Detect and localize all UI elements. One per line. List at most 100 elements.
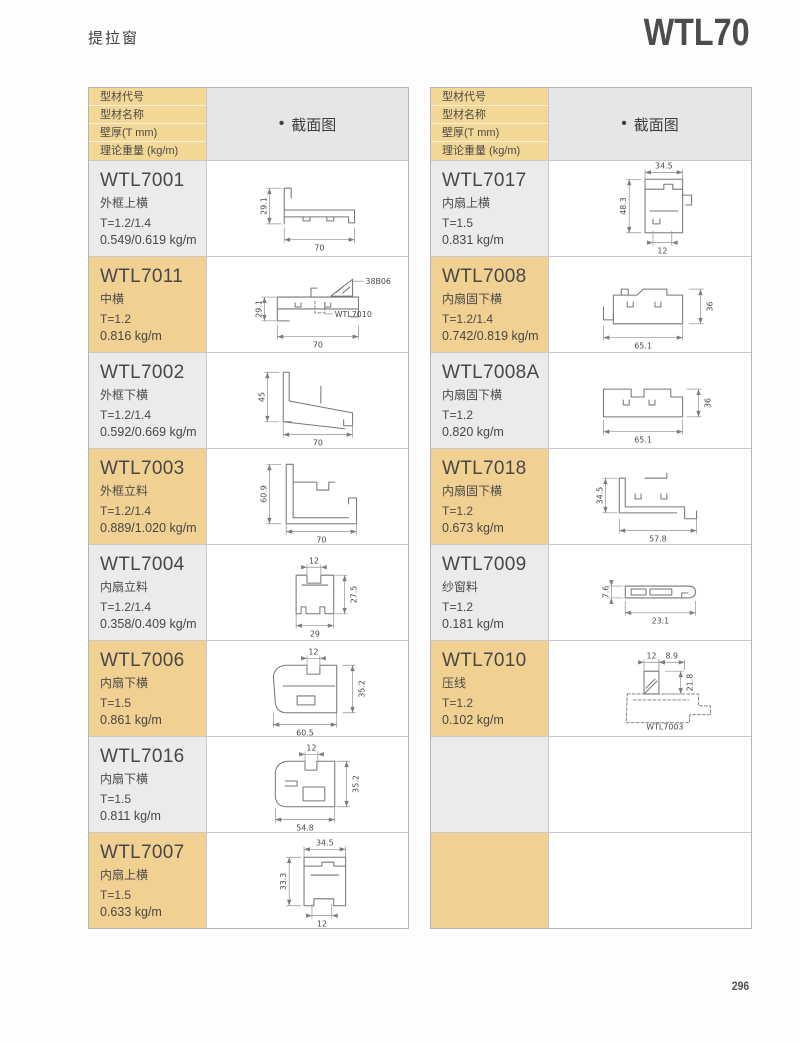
cross-section-wtl7006: 12 35.2 60.5 <box>272 647 366 738</box>
profile-info: WTL7007 内扇上横 T=1.5 0.633 kg/m <box>89 833 206 928</box>
profile-row-wtl7016: WTL7016 内扇下横 T=1.5 0.811 kg/m 12 35.2 54.8 <box>89 736 408 833</box>
profile-info: WTL7006 内扇下横 T=1.5 0.861 kg/m <box>89 641 206 736</box>
cross-section-cell: 12 35.2 54.8 <box>206 737 408 833</box>
cross-section-wtl7018: 34.5 57.8 <box>595 472 698 544</box>
dim-label: 70 <box>312 439 322 448</box>
profile-table-right: 型材代号 型材名称 壁厚(T mm) 理论重量 (kg/m) • 截面图 WTL… <box>430 87 752 929</box>
profile-weight: 0.820 kg/m <box>442 425 504 439</box>
profile-info: WTL7018 内扇固下横 T=1.2 0.673 kg/m <box>431 449 548 544</box>
dim-label: 34.5 <box>595 487 604 505</box>
cross-section-wtl7016: 12 35.2 54.8 <box>274 743 360 833</box>
header-row-thickness: 壁厚(T mm) <box>89 124 206 142</box>
profile-code: WTL7016 <box>100 746 185 767</box>
dim-label: 12 <box>646 651 656 660</box>
profile-name: 内扇下横 <box>100 772 149 786</box>
dim-label: 48.3 <box>619 197 628 215</box>
profile-thickness: T=1.2 <box>100 312 132 326</box>
cross-section-wtl7003: 60.9 70 <box>259 463 357 545</box>
profile-info: WTL7010 压线 T=1.2 0.102 kg/m <box>431 641 548 736</box>
profile-weight: 0.811 kg/m <box>100 809 161 823</box>
section-header-label: 截面图 <box>291 116 337 134</box>
cross-section-cell: 34.5 57.8 <box>548 449 751 544</box>
profile-thickness: T=1.2/1.4 <box>100 504 152 518</box>
profile-row-wtl7006: WTL7006 内扇下横 T=1.5 0.861 kg/m 12 35.2 60.5 <box>89 640 408 738</box>
profile-info: WTL7008 内扇固下横 T=1.2/1.4 0.742/0.819 kg/m <box>431 257 548 352</box>
profile-info: WTL7016 内扇下横 T=1.5 0.811 kg/m <box>89 737 206 832</box>
profile-row-wtl7001: WTL7001 外框上横 T=1.2/1.4 0.549/0.619 kg/m … <box>89 160 408 256</box>
profile-row-wtl7003: WTL7003 外框立料 T=1.2/1.4 0.889/1.020 kg/m … <box>89 448 408 545</box>
profile-row-wtl7007: WTL7007 内扇上横 T=1.5 0.633 kg/m 34.5 33.3 12 <box>89 832 408 929</box>
dim-label: 12 <box>308 556 318 565</box>
cross-section-cell: 34.5 48.3 12 <box>548 161 751 256</box>
cross-section-wtl7008: 36 65.1 <box>602 288 714 351</box>
profile-weight: 0.549/0.619 kg/m <box>100 233 197 247</box>
profile-code: WTL7007 <box>100 842 185 863</box>
dim-label: 23.1 <box>652 617 670 626</box>
bullet-icon: • <box>621 115 627 132</box>
cross-section-cell: 12 35.2 60.5 <box>206 641 408 738</box>
cross-section-cell: 12 27.5 29 <box>206 545 408 640</box>
profile-name: 纱窗料 <box>442 580 479 594</box>
profile-info: WTL7002 外框下横 T=1.2/1.4 0.592/0.669 kg/m <box>89 353 206 448</box>
dim-label: 70 <box>312 341 322 350</box>
profile-name: 内扇下横 <box>100 676 149 690</box>
dim-label: 12 <box>316 920 326 929</box>
cross-section-cell: 12 8.9 21.8 WTL7003 <box>548 641 751 736</box>
dim-label: 12 <box>306 743 316 752</box>
part-ref-label: 38B06 <box>365 277 391 286</box>
dim-label: 12 <box>657 247 667 256</box>
profile-thickness: T=1.5 <box>100 888 132 902</box>
profile-info: WTL7011 中横 T=1.2 0.816 kg/m <box>89 257 206 352</box>
header-row-name: 型材名称 <box>431 106 548 124</box>
dim-label: 27.5 <box>349 586 358 604</box>
section-diagram-header: • 截面图 <box>206 88 408 160</box>
profile-name: 内扇固下横 <box>442 388 503 402</box>
profile-info: WTL7003 外框立料 T=1.2/1.4 0.889/1.020 kg/m <box>89 449 206 544</box>
dim-label: 35.2 <box>351 775 360 793</box>
profile-row-wtl7018: WTL7018 内扇固下横 T=1.2 0.673 kg/m 34.5 57.8 <box>431 448 751 544</box>
dim-label: 35.2 <box>357 680 366 698</box>
cross-section-wtl7011: 29.1 70 38B06 WTL7010 <box>254 277 391 350</box>
section-header-label: 截面图 <box>633 116 679 134</box>
profile-code: WTL7008 <box>442 266 527 287</box>
profile-weight: 0.673 kg/m <box>442 521 504 535</box>
cross-section-wtl7017: 34.5 48.3 12 <box>619 161 693 256</box>
profile-info: WTL7004 内扇立料 T=1.2/1.4 0.358/0.409 kg/m <box>89 545 206 640</box>
dim-label: 70 <box>314 244 324 253</box>
profile-name: 内扇固下横 <box>442 292 503 306</box>
profile-row-wtl7017: WTL7017 内扇上横 T=1.5 0.831 kg/m 34.5 48.3 12 <box>431 160 751 256</box>
profile-name: 压线 <box>442 676 467 690</box>
cross-section-cell: 29.1 70 38B06 WTL7010 <box>206 257 408 352</box>
dim-label: 65.1 <box>634 436 652 445</box>
profile-code: WTL7001 <box>100 170 185 191</box>
profile-row-wtl7009: WTL7009 纱窗料 T=1.2 0.181 kg/m 7.6 23.1 <box>431 544 751 640</box>
cross-section-wtl7008a: 36 65.1 <box>602 388 712 445</box>
profile-code: WTL7002 <box>100 362 185 383</box>
profile-thickness: T=1.2 <box>442 504 474 518</box>
header-row-code: 型材代号 <box>431 88 548 106</box>
profile-name: 内扇固下横 <box>442 484 503 498</box>
cross-section-cell: 45 70 <box>206 353 408 448</box>
profile-info: WTL7017 内扇上横 T=1.5 0.831 kg/m <box>431 161 548 256</box>
dim-label: 60.9 <box>259 485 268 503</box>
profile-thickness: T=1.2/1.4 <box>100 600 152 614</box>
profile-thickness: T=1.5 <box>442 216 474 230</box>
cross-section-cell: 36 65.1 <box>548 353 751 448</box>
profile-code: WTL7018 <box>442 458 527 479</box>
cross-section-wtl7001: 29.1 70 <box>259 187 355 253</box>
profile-code: WTL7017 <box>442 170 527 191</box>
profile-weight: 0.633 kg/m <box>100 905 162 919</box>
profile-row-wtl7008: WTL7008 内扇固下横 T=1.2/1.4 0.742/0.819 kg/m… <box>431 256 751 352</box>
profile-thickness: T=1.2/1.4 <box>442 312 494 326</box>
profile-table-left: 型材代号 型材名称 壁厚(T mm) 理论重量 (kg/m) • 截面图 WTL… <box>88 87 409 929</box>
profile-row-wtl7004: WTL7004 内扇立料 T=1.2/1.4 0.358/0.409 kg/m … <box>89 544 408 640</box>
profile-row-wtl7002: WTL7002 外框下横 T=1.2/1.4 0.592/0.669 kg/m … <box>89 352 408 448</box>
dim-label: 45 <box>257 392 266 402</box>
dim-label: 36 <box>705 301 714 311</box>
empty-row <box>431 736 751 832</box>
cross-section-cell: 34.5 33.3 12 <box>206 833 408 929</box>
profile-weight: 0.816 kg/m <box>100 329 162 343</box>
profile-code: WTL7010 <box>442 650 527 671</box>
bullet-icon: • <box>278 115 285 132</box>
profile-code: WTL7006 <box>100 650 185 671</box>
